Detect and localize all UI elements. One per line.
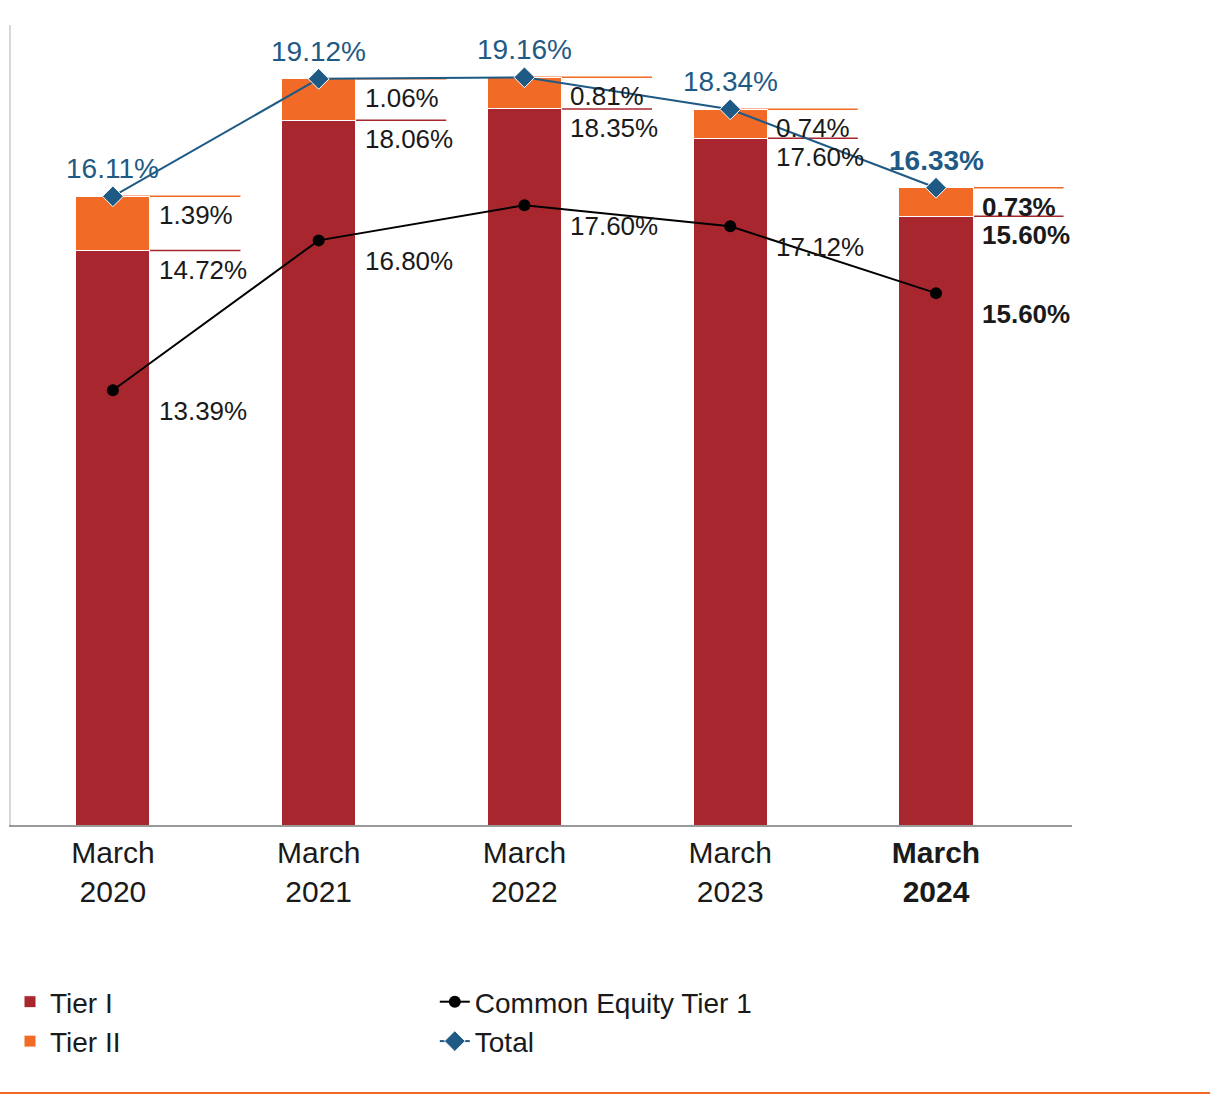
svg-text:19.12%: 19.12%	[271, 36, 366, 67]
svg-text:March2024: March2024	[892, 836, 980, 908]
svg-text:0.81%: 0.81%	[570, 81, 644, 111]
svg-text:1.06%: 1.06%	[365, 83, 439, 113]
svg-text:1.39%: 1.39%	[159, 200, 233, 230]
svg-text:18.35%: 18.35%	[570, 113, 658, 143]
svg-text:17.60%: 17.60%	[776, 142, 864, 172]
svg-text:0.73%: 0.73%	[982, 192, 1056, 222]
svg-text:March2020: March2020	[71, 836, 154, 908]
svg-text:17.60%: 17.60%	[570, 211, 658, 241]
svg-text:18.34%: 18.34%	[683, 66, 778, 97]
svg-text:16.80%: 16.80%	[365, 246, 453, 276]
svg-text:March2022: March2022	[483, 836, 566, 908]
svg-text:15.60%: 15.60%	[982, 299, 1070, 329]
svg-text:16.11%: 16.11%	[66, 153, 159, 184]
svg-text:Tier II: Tier II	[50, 1027, 121, 1058]
svg-text:Common Equity Tier 1: Common Equity Tier 1	[475, 988, 752, 1019]
svg-text:0.74%: 0.74%	[776, 113, 850, 143]
svg-text:17.12%: 17.12%	[776, 232, 864, 262]
svg-text:14.72%: 14.72%	[159, 255, 247, 285]
svg-text:19.16%: 19.16%	[477, 34, 572, 65]
svg-text:16.33%: 16.33%	[889, 145, 984, 176]
svg-text:13.39%: 13.39%	[159, 396, 247, 426]
svg-text:March2021: March2021	[277, 836, 360, 908]
svg-text:18.06%: 18.06%	[365, 124, 453, 154]
svg-text:March2023: March2023	[689, 836, 772, 908]
svg-text:15.60%: 15.60%	[982, 220, 1070, 250]
svg-text:Tier I: Tier I	[50, 988, 113, 1019]
svg-text:Total: Total	[475, 1027, 534, 1058]
